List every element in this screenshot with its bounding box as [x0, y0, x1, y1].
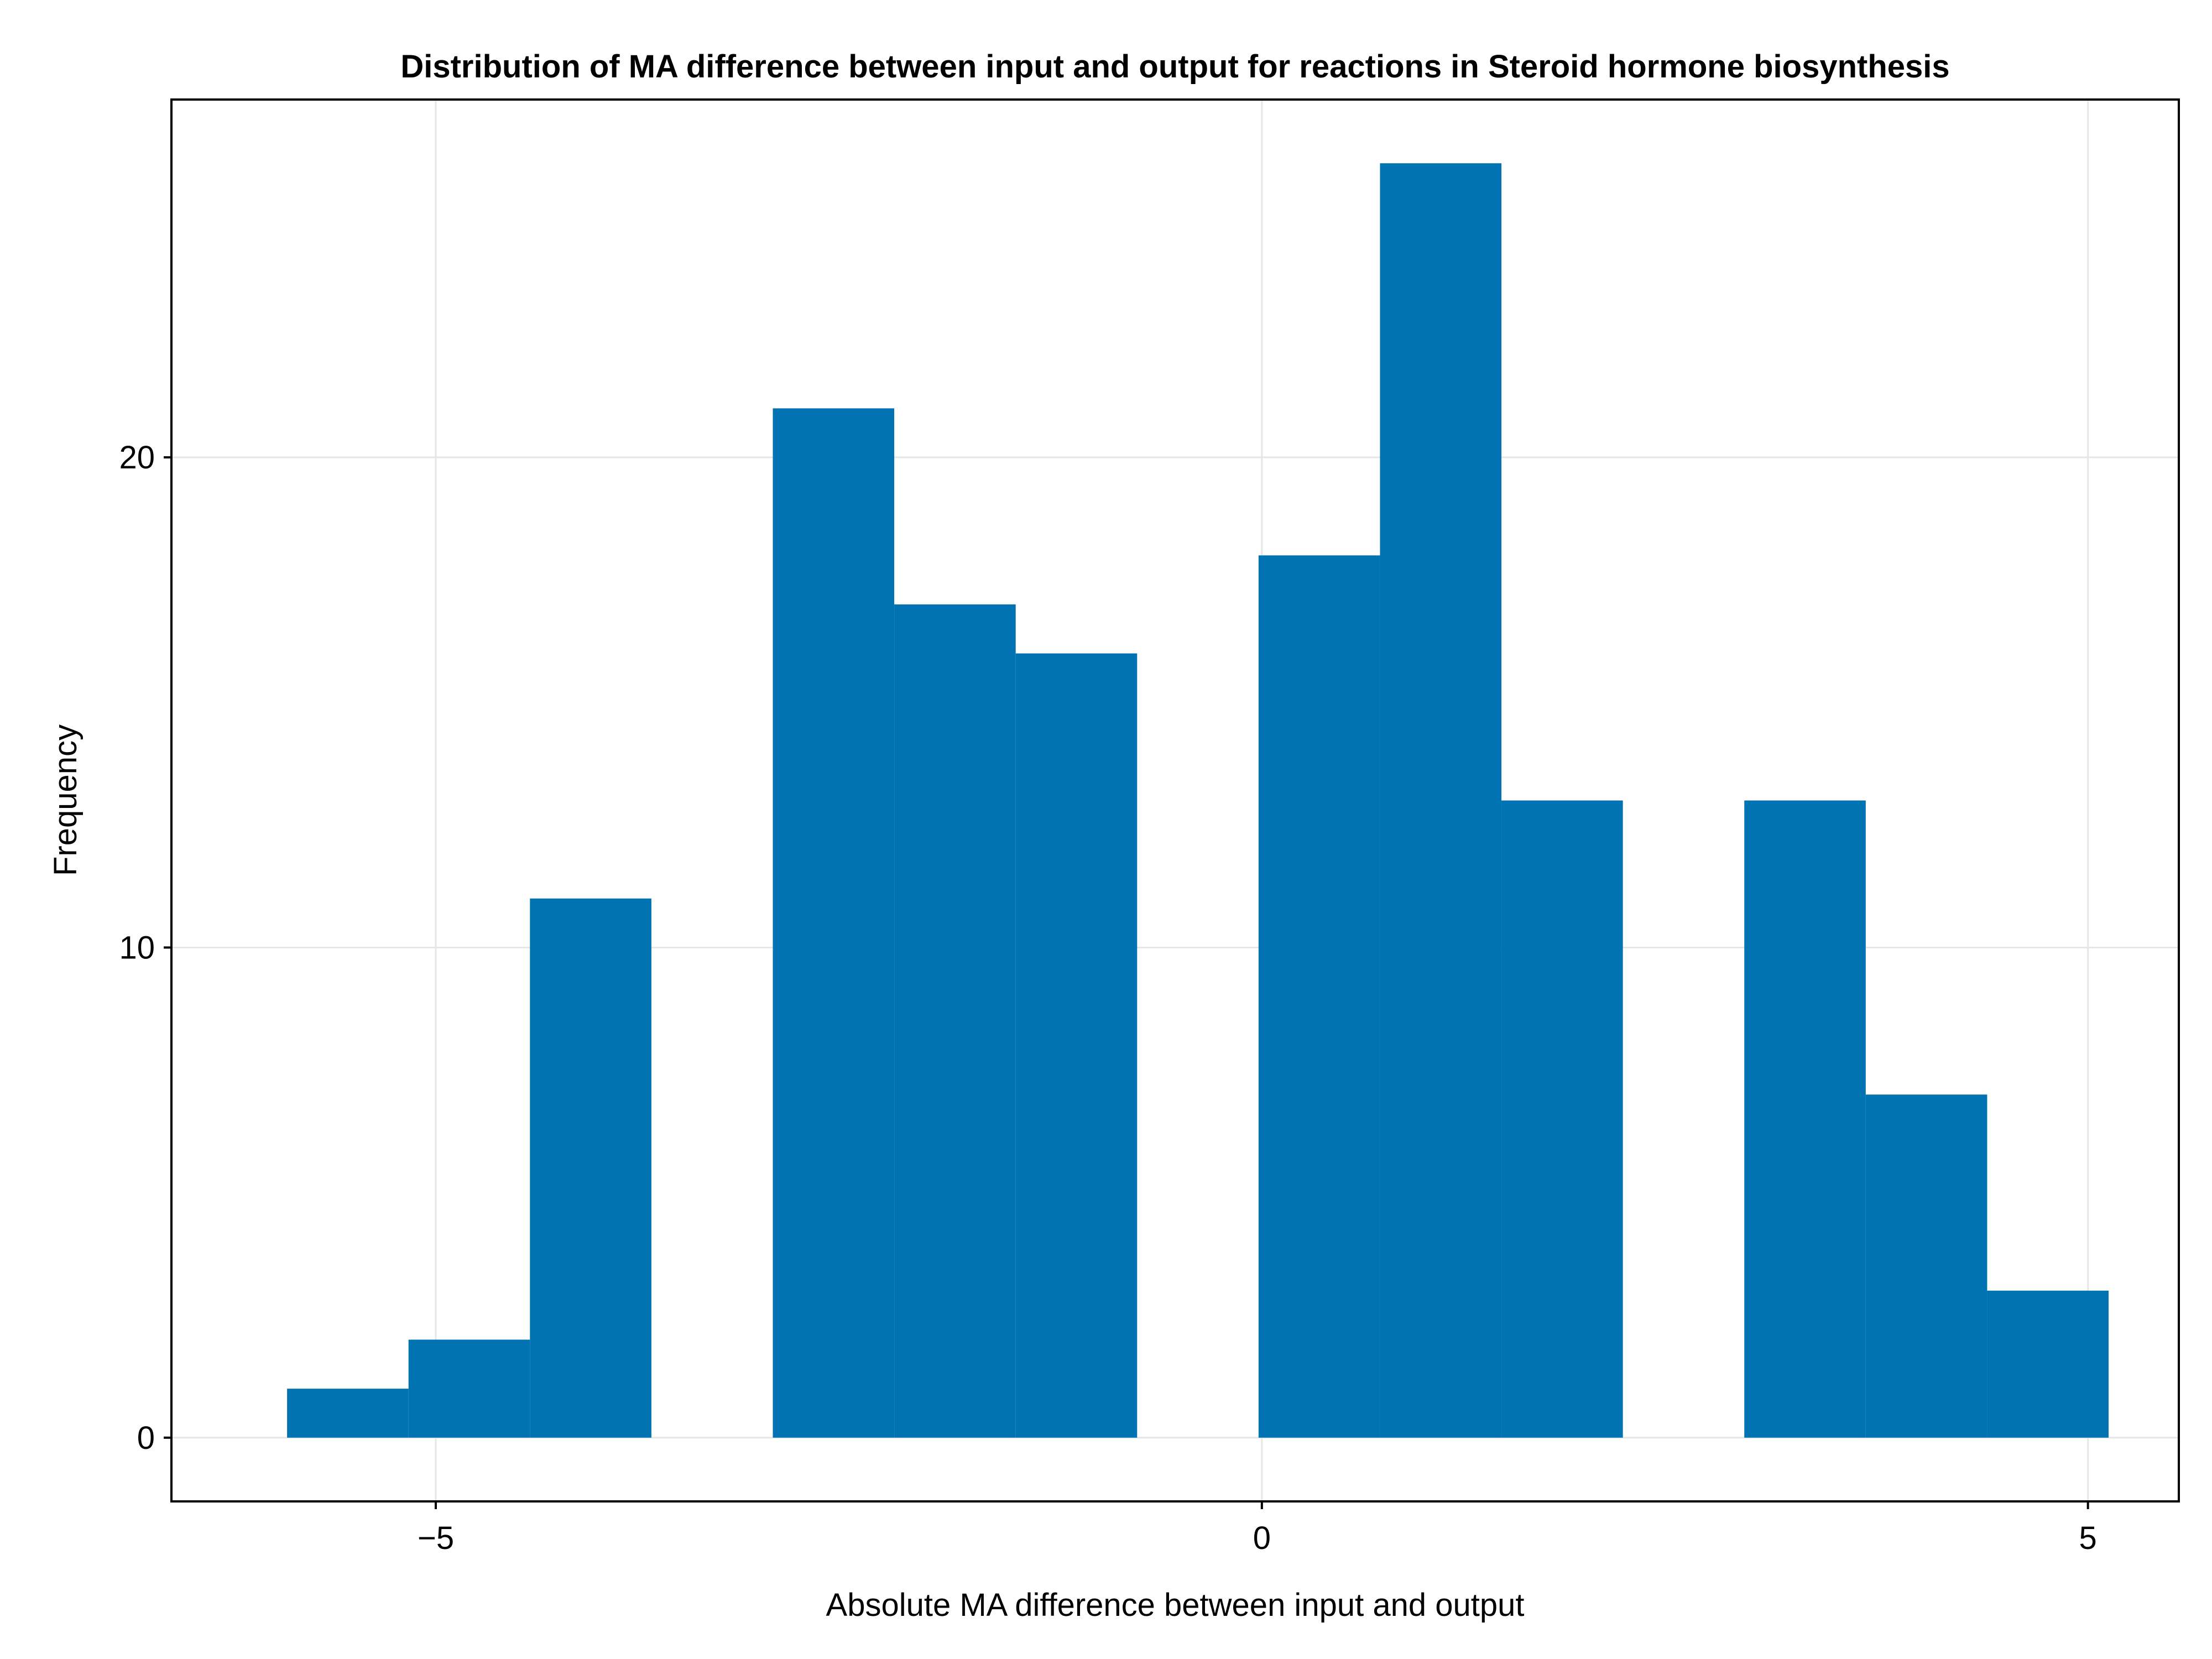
plot-frame — [170, 98, 2180, 1503]
histogram-bar — [1865, 1094, 1987, 1438]
histogram-bar — [1015, 653, 1138, 1438]
histogram-bars — [287, 163, 2109, 1438]
histogram-bar — [894, 604, 1016, 1438]
histogram-bar — [1744, 800, 1866, 1438]
x-axis-label: Absolute MA difference between input and… — [826, 1587, 1525, 1623]
histogram-bar — [1987, 1290, 2109, 1438]
histogram-bar — [530, 898, 651, 1438]
y-tick-label: 10 — [119, 930, 155, 966]
histogram-bar — [408, 1339, 530, 1438]
axis-ticks: −5 0 5 0 10 20 — [119, 440, 2096, 1556]
histogram-bar — [1258, 555, 1380, 1438]
y-tick-label: 20 — [119, 440, 155, 476]
chart-title: Distribution of MA difference between in… — [400, 49, 1949, 85]
x-tick-label: −5 — [418, 1520, 454, 1556]
histogram-bar — [1501, 800, 1623, 1438]
x-tick-label: 5 — [2079, 1520, 2097, 1556]
x-tick-label: 0 — [1253, 1520, 1271, 1556]
y-tick-label: 0 — [137, 1420, 155, 1456]
histogram-bar — [773, 408, 895, 1438]
y-axis-label: Frequency — [48, 724, 84, 876]
histogram-bar — [287, 1389, 409, 1438]
histogram-bar — [1380, 163, 1502, 1438]
